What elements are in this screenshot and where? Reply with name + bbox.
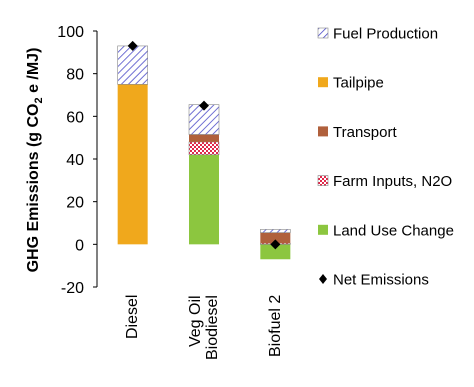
x-tick-label: Diesel <box>124 295 142 340</box>
legend-label: Net Emissions <box>333 272 429 289</box>
x-tick-label: Veg Oil Biodiesel <box>187 295 221 360</box>
y-tick-label: 0 <box>75 237 84 254</box>
bar-segment <box>117 84 148 245</box>
y-tick-label: 20 <box>66 195 84 212</box>
net-marker <box>270 239 281 250</box>
legend-label: Fuel Production <box>333 26 438 43</box>
legend-label: Farm Inputs, N2O <box>333 173 452 190</box>
bar-segment <box>117 45 148 85</box>
legend-label: Transport <box>333 124 397 141</box>
y-tick-label: 40 <box>66 152 84 169</box>
y-tick-label: 100 <box>57 24 84 41</box>
bar-segment <box>260 244 291 260</box>
legend-swatch <box>317 175 329 186</box>
bar-segment <box>189 134 219 142</box>
bar-segment <box>260 232 291 244</box>
y-tick-label: 80 <box>66 67 84 84</box>
net-marker <box>199 100 209 111</box>
legend-swatch <box>318 77 328 88</box>
bar-segment <box>188 141 220 156</box>
legend-swatch <box>318 126 328 137</box>
bar-segment <box>189 154 219 245</box>
bar-segment <box>260 229 291 233</box>
legend-swatch <box>318 224 328 235</box>
y-axis-title: GHG Emissions (g CO2 e /MJ) <box>25 48 45 273</box>
x-tick-label: Biofuel 2 <box>266 295 284 358</box>
net-marker <box>127 40 138 51</box>
legend-marker <box>319 274 327 284</box>
legend-label: Tailpipe <box>333 75 384 92</box>
y-tick-label: -20 <box>61 280 84 297</box>
legend-label: Land Use Change <box>333 222 454 239</box>
y-tick-label: 60 <box>66 109 84 126</box>
legend-swatch <box>317 27 329 39</box>
